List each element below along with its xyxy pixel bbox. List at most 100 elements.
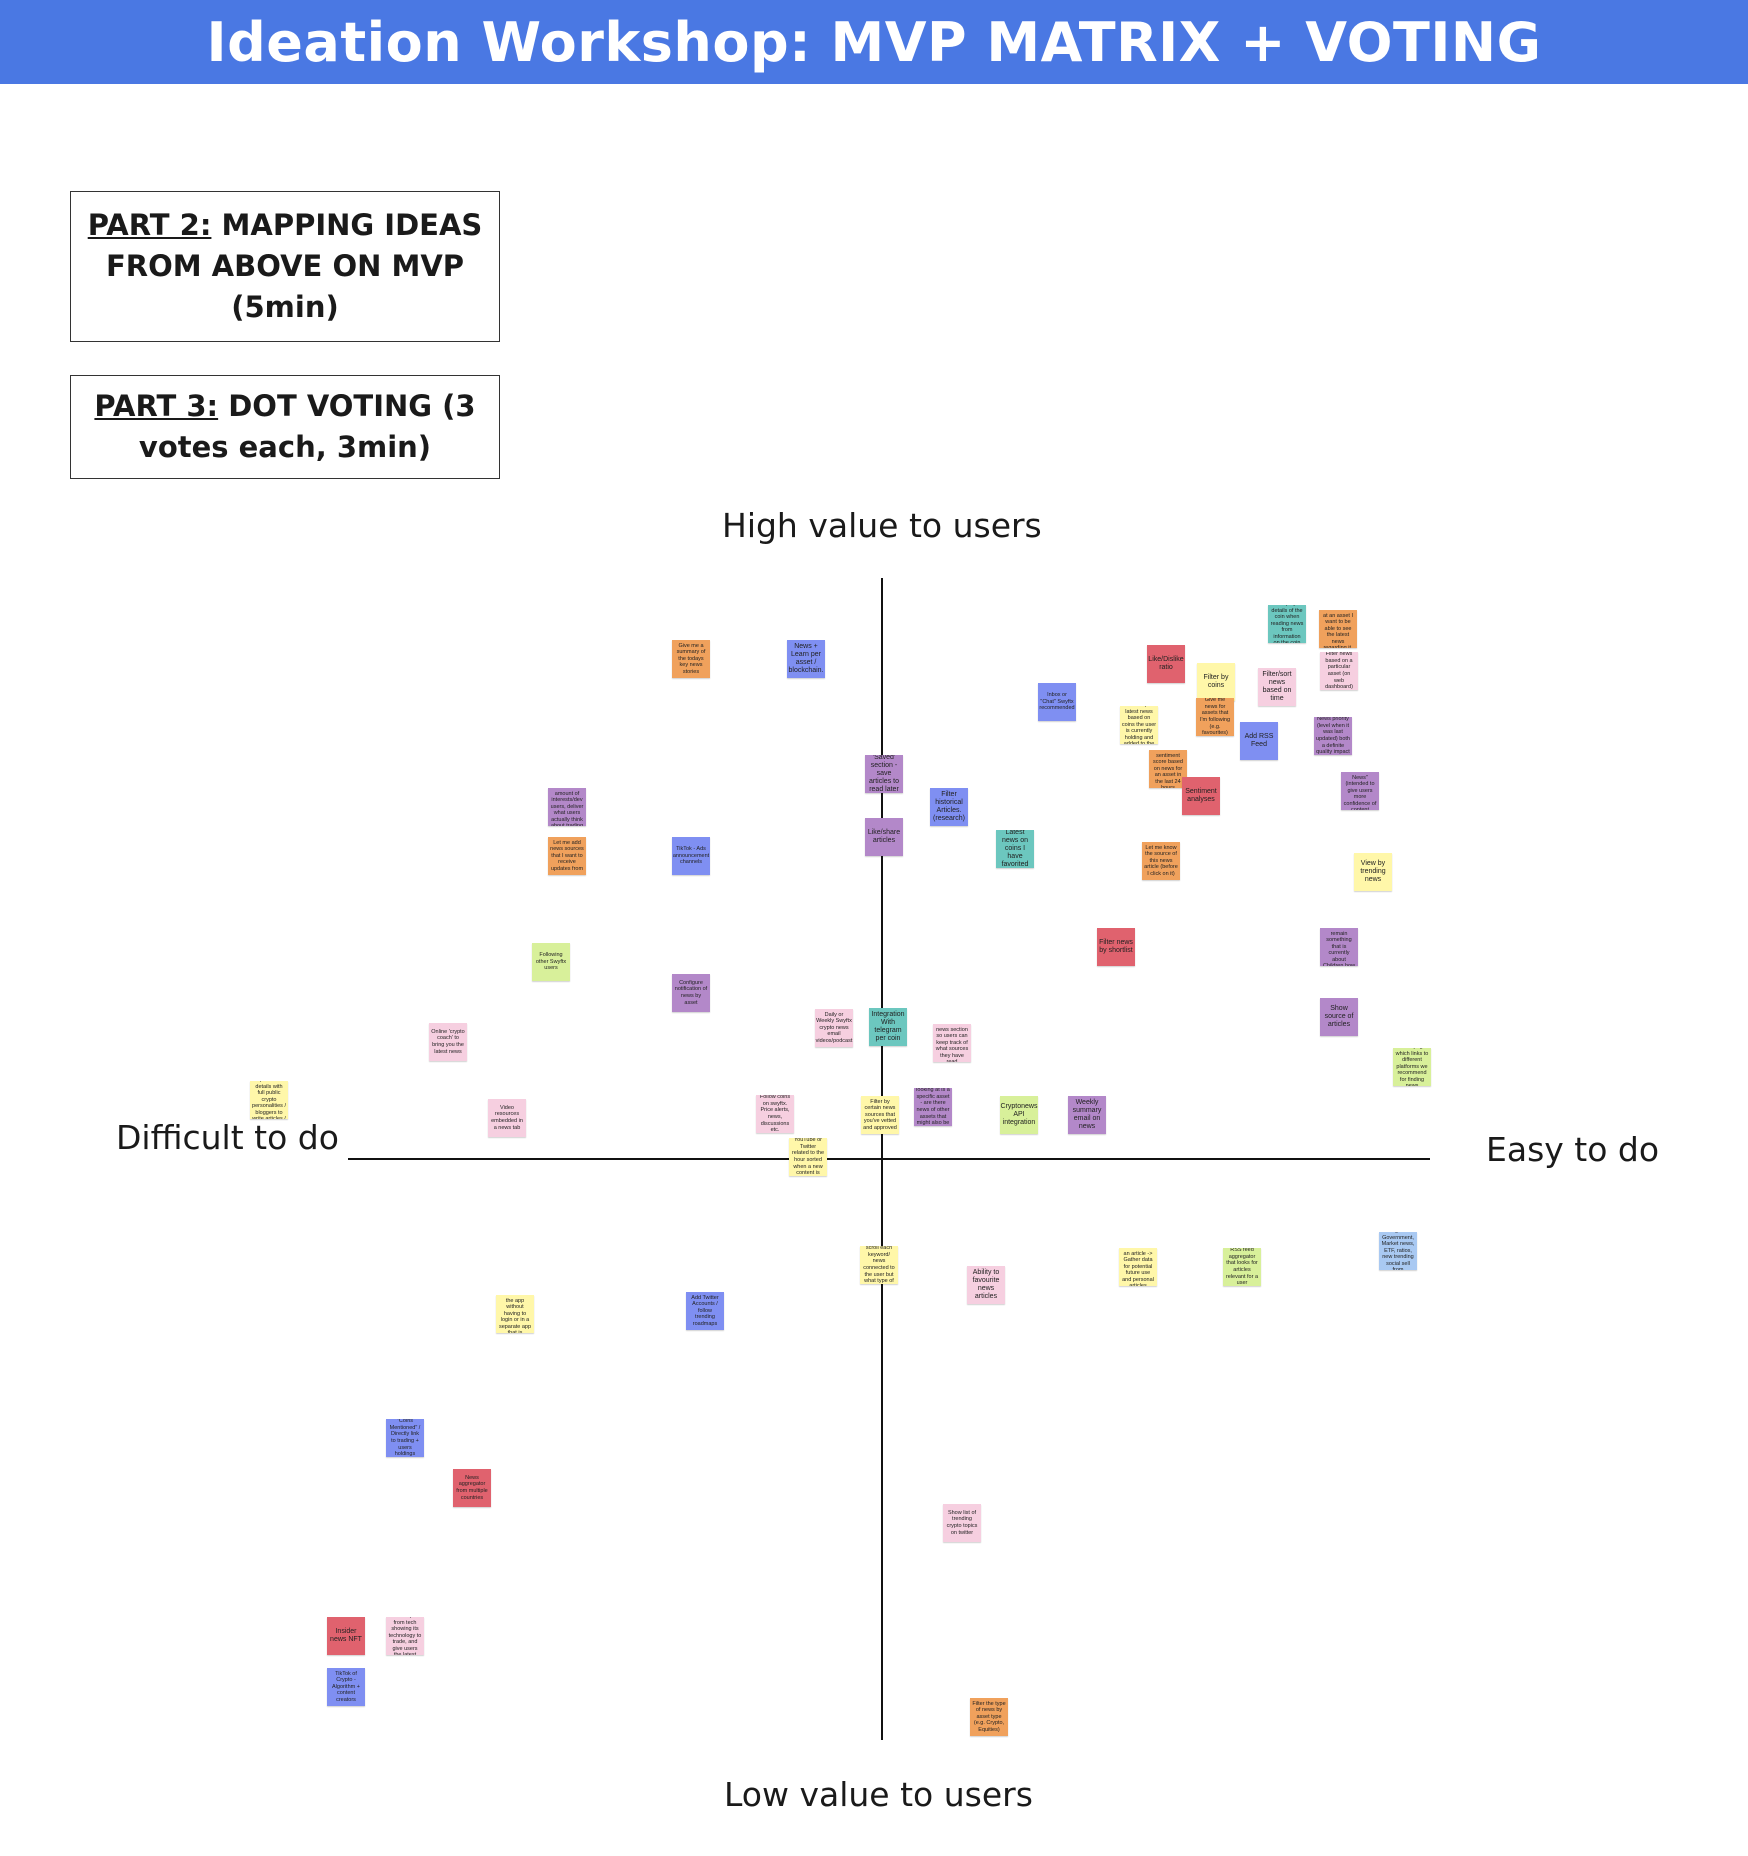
sticky-note-text: Inbox or "Chat" Swyftx recommended: [1039, 692, 1075, 712]
sticky-note-news-priorit-alerts[interactable]: News priority (level when it was last up…: [1314, 717, 1352, 755]
sticky-note-text: News + Learn per asset / blockchain.: [788, 642, 824, 675]
sticky-note-video-resources[interactable]: Video resources embedded in a news tab: [488, 1099, 526, 1137]
sticky-note-filter-historical[interactable]: Filter historical Articles. (research): [930, 788, 968, 826]
sticky-note-text: Cryptonews API integration: [1000, 1102, 1038, 1127]
sticky-note-summary-todays-news[interactable]: Give me a summary of the todays key news…: [672, 640, 710, 678]
sticky-note-text: TikTok - Ads announcement channels: [672, 846, 710, 866]
sticky-note-text: Weekly summary email on news: [1072, 1098, 1102, 1131]
sticky-note-text: Show source of articles: [1324, 1004, 1354, 1029]
sticky-note-following-other-users[interactable]: Following other Swyftx users: [532, 943, 570, 981]
sticky-note-filter-certain-sources[interactable]: Filter by certain news sources that you'…: [861, 1096, 899, 1134]
sticky-note-cryptonews-api[interactable]: Cryptonews API integration: [1000, 1096, 1038, 1134]
sticky-note-show-source-articles[interactable]: Show source of articles: [1320, 998, 1358, 1036]
sticky-note-view-by-trending[interactable]: View by trending news: [1354, 853, 1392, 891]
sticky-note-filter-news-asset[interactable]: Filter news based on a particular asset …: [1320, 652, 1358, 690]
sticky-note-text: Give me a summary of the todays key news…: [676, 642, 706, 675]
sticky-note-weekly-summary-email[interactable]: Weekly summary email on news: [1068, 1096, 1106, 1134]
sticky-note-text: Latest news on coins I have favorited: [1001, 830, 1029, 868]
sticky-note-would-love-easy-read[interactable]: Would love easy to read - how do we rema…: [1320, 928, 1358, 966]
page-title: Ideation Workshop: MVP MATRIX + VOTING: [206, 10, 1542, 74]
sticky-note-like-dislike-article[interactable]: Like / dislike an article -> Gather data…: [1119, 1248, 1157, 1286]
sticky-note-coins-mentioned[interactable]: "Coins Mentioned" / Directly link to tra…: [386, 1419, 424, 1457]
sticky-note-text: Like / dislike an article -> Gather data…: [1122, 1248, 1154, 1286]
sticky-note-sentiment-score[interactable]: Give a sentiment score based on news for…: [1149, 750, 1187, 788]
sticky-note-latest-news-favorited[interactable]: Latest news on coins I have favorited: [996, 830, 1034, 868]
sticky-note-text: Add Twitter Accounts / follow trending r…: [691, 1294, 719, 1327]
sticky-note-news-aggregator[interactable]: News aggregator from multiple countries: [453, 1469, 491, 1507]
sticky-note-text: View by trending news: [1360, 859, 1386, 884]
sticky-note-like-share-articles[interactable]: Like/share articles: [865, 818, 903, 856]
sticky-note-text: Let me know the source of this news arti…: [1144, 844, 1178, 877]
sticky-note-clean-and-precise[interactable]: Clean and precise details with full publ…: [250, 1081, 288, 1119]
sticky-note-latest-news-regarding-it[interactable]: When I look at an asset I want to be abl…: [1319, 610, 1357, 648]
sticky-note-text: Following other Swyftx users: [535, 952, 567, 972]
sticky-note-sentiment-analyses[interactable]: Sentiment analyses: [1182, 777, 1220, 815]
sticky-note-add-rss-feed[interactable]: Add RSS Feed: [1240, 722, 1278, 760]
sticky-note-based-interests[interactable]: Based on the amount of interests/dev use…: [548, 788, 586, 826]
sticky-note-tiktok-crypto-algorithm[interactable]: TikTok of Crypto - Algorithm + content c…: [327, 1668, 365, 1706]
sticky-note-spice-up-commentary[interactable]: Spice commentary on news (a scroll each …: [860, 1246, 898, 1284]
sticky-note-like-dislike-ratio[interactable]: Like/Dislike ratio: [1147, 645, 1185, 683]
sticky-note-text: RSS feed aggregator that looks for artic…: [1225, 1248, 1259, 1286]
sticky-note-text: Online 'crypto coach' to bring you the l…: [431, 1028, 465, 1055]
sticky-note-text: Give me news for assets that I'm followi…: [1199, 698, 1231, 736]
sticky-note-follow-coins-swyftx[interactable]: Follow coins on swyftx. Price alerts, ne…: [756, 1095, 794, 1133]
sticky-note-insider-news-nft[interactable]: Insider news NFT: [327, 1617, 365, 1655]
sticky-note-have-personalised[interactable]: Have personalised news available on the …: [496, 1295, 534, 1333]
sticky-note-text: News priority (level when it was last up…: [1316, 717, 1350, 755]
sticky-note-text: News aggregator from multiple countries: [456, 1474, 488, 1501]
sticky-note-text: Filter news by categories: Government, M…: [1381, 1232, 1415, 1270]
sticky-note-tiktok-announcement[interactable]: TikTok - Ads announcement channels: [672, 837, 710, 875]
axis-label-top: High value to users: [722, 506, 1042, 545]
sticky-note-daily-weekly-swyftx[interactable]: Daily or Weekly Swyftx crypto news email…: [815, 1009, 853, 1047]
sticky-note-read-unread-article[interactable]: Read/Unread news section so users can ke…: [933, 1024, 971, 1062]
sticky-note-text: Configure notification of news by asset: [674, 979, 708, 1006]
sticky-note-inbox-chat-swyftx[interactable]: Inbox or "Chat" Swyftx recommended: [1038, 683, 1076, 721]
sticky-note-text: Like/Dislike ratio: [1148, 655, 1184, 671]
sticky-note-filter-news-categories[interactable]: Filter news by categories: Government, M…: [1379, 1232, 1417, 1270]
sticky-note-text: 'Saved' section - save articles to read …: [869, 755, 899, 793]
horizontal-axis: [348, 1158, 1430, 1160]
sticky-note-ability-favourite[interactable]: Ability to favourite news articles: [967, 1266, 1005, 1304]
sticky-note-rss-feed-aggregator[interactable]: RSS feed aggregator that looks for artic…: [1223, 1248, 1261, 1286]
sticky-note-news-learn-per-asset[interactable]: News + Learn per asset / blockchain.: [787, 640, 825, 678]
part2-text: MAPPING IDEAS FROM ABOVE ON MVP (5min): [105, 208, 483, 324]
sticky-note-text: Filter historical Articles. (research): [933, 790, 965, 823]
sticky-note-text: Filter news by shortlist: [1099, 938, 1133, 954]
sticky-note-text: Ability to favourite news articles: [972, 1268, 1000, 1301]
sticky-note-saved-section[interactable]: 'Saved' section - save articles to read …: [865, 755, 903, 793]
sticky-note-text: Let me add news sources that I want to r…: [550, 839, 584, 872]
sticky-note-text: Insider news NFT: [330, 1627, 362, 1643]
sticky-note-filter-type-of-news[interactable]: Filter the type of news by asset type (e…: [970, 1698, 1008, 1736]
part2-box: PART 2: MAPPING IDEAS FROM ABOVE ON MVP …: [70, 191, 500, 342]
sticky-note-text: Integrate with YouTube or Twitter relate…: [791, 1138, 825, 1176]
sticky-note-text: Show list of trending crypto topics on t…: [946, 1509, 978, 1536]
sticky-note-what-im-looking-at[interactable]: What I'm looking at is a specific asset …: [914, 1088, 952, 1126]
axis-label-right: Easy to do: [1486, 1130, 1660, 1169]
sticky-note-text: Filter by coins: [1203, 673, 1229, 689]
sticky-note-text: Spice commentary on news (a scroll each …: [863, 1246, 895, 1284]
sticky-note-filter-sort-news-time[interactable]: Filter/sort news based on time: [1258, 668, 1296, 706]
sticky-note-show-trending-twitter[interactable]: Show list of trending crypto topics on t…: [943, 1504, 981, 1542]
sticky-note-text: Daily or Weekly Swyftx crypto news email…: [815, 1011, 853, 1044]
sticky-note-text: Add RSS Feed: [1244, 732, 1274, 748]
sticky-note-give-me-news-following[interactable]: Give me news for assets that I'm followi…: [1196, 698, 1234, 736]
sticky-note-integration-telegram[interactable]: Integration With telegram per coin: [869, 1008, 907, 1046]
sticky-note-configure-notification[interactable]: Configure notification of news by asset: [672, 974, 710, 1012]
sticky-note-let-me-know-source[interactable]: Let me know the source of this news arti…: [1142, 842, 1180, 880]
sticky-note-text: Video resources embedded in a news tab: [491, 1104, 523, 1131]
axis-label-left: Difficult to do: [116, 1118, 339, 1157]
sticky-note-display-details-coin[interactable]: Display details of the coin when reading…: [1268, 605, 1306, 643]
sticky-note-virtual-crypto-news[interactable]: Virtual crypto news inspired from tech s…: [386, 1617, 424, 1655]
sticky-note-text: Virtual crypto news inspired from tech s…: [388, 1617, 422, 1655]
sticky-note-news-page-links[interactable]: "News page" which links to different pla…: [1393, 1048, 1431, 1086]
sticky-note-online-crypto-coach[interactable]: Online 'crypto coach' to bring you the l…: [429, 1023, 467, 1061]
sticky-note-integrate-youtube-twitter[interactable]: Integrate with YouTube or Twitter relate…: [789, 1138, 827, 1176]
sticky-note-text: Filter/sort news based on time: [1262, 670, 1292, 703]
sticky-note-filter-news-shortlist[interactable]: Filter news by shortlist: [1097, 928, 1135, 966]
sticky-note-let-me-add-sources[interactable]: Let me add news sources that I want to r…: [548, 837, 586, 875]
sticky-note-personalised-filter[interactable]: Have a "Personalised" filter that pulls …: [1120, 706, 1158, 744]
sticky-note-verified-news[interactable]: "Verified News" (intended to give users …: [1341, 772, 1379, 810]
sticky-note-filter-by-coins[interactable]: Filter by coins: [1197, 663, 1235, 701]
sticky-note-add-twitter-accounts[interactable]: Add Twitter Accounts / follow trending r…: [686, 1292, 724, 1330]
